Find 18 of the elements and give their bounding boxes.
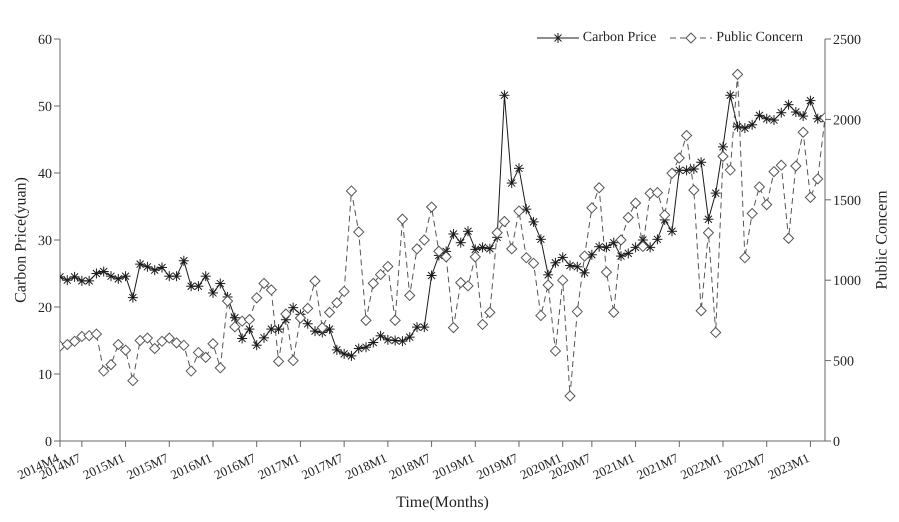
y-tick-label: 0 bbox=[45, 434, 52, 450]
y2-tick-label: 1500 bbox=[833, 194, 861, 209]
y-tick-label: 20 bbox=[38, 300, 52, 316]
legend-label: Carbon Price bbox=[582, 30, 656, 46]
y-tick-label: 50 bbox=[38, 100, 52, 115]
y2-tick-label: 0 bbox=[833, 434, 840, 450]
y2-tick-label: 1000 bbox=[833, 274, 861, 290]
y-tick-label: 30 bbox=[38, 234, 52, 249]
y-tick-label: 10 bbox=[38, 368, 52, 383]
y2-tick-label: 500 bbox=[833, 354, 854, 370]
y-tick-label: 40 bbox=[38, 166, 52, 182]
x-axis-title: Time(Months) bbox=[396, 494, 489, 511]
y2-tick-label: 2500 bbox=[833, 32, 861, 48]
y-axis-title: Carbon Price(yuan) bbox=[12, 177, 30, 303]
y2-tick-label: 2000 bbox=[833, 113, 861, 128]
legend-label: Public Concern bbox=[716, 30, 803, 46]
y2-axis-title: Public Concern bbox=[874, 190, 891, 290]
y-tick-label: 60 bbox=[38, 32, 52, 48]
